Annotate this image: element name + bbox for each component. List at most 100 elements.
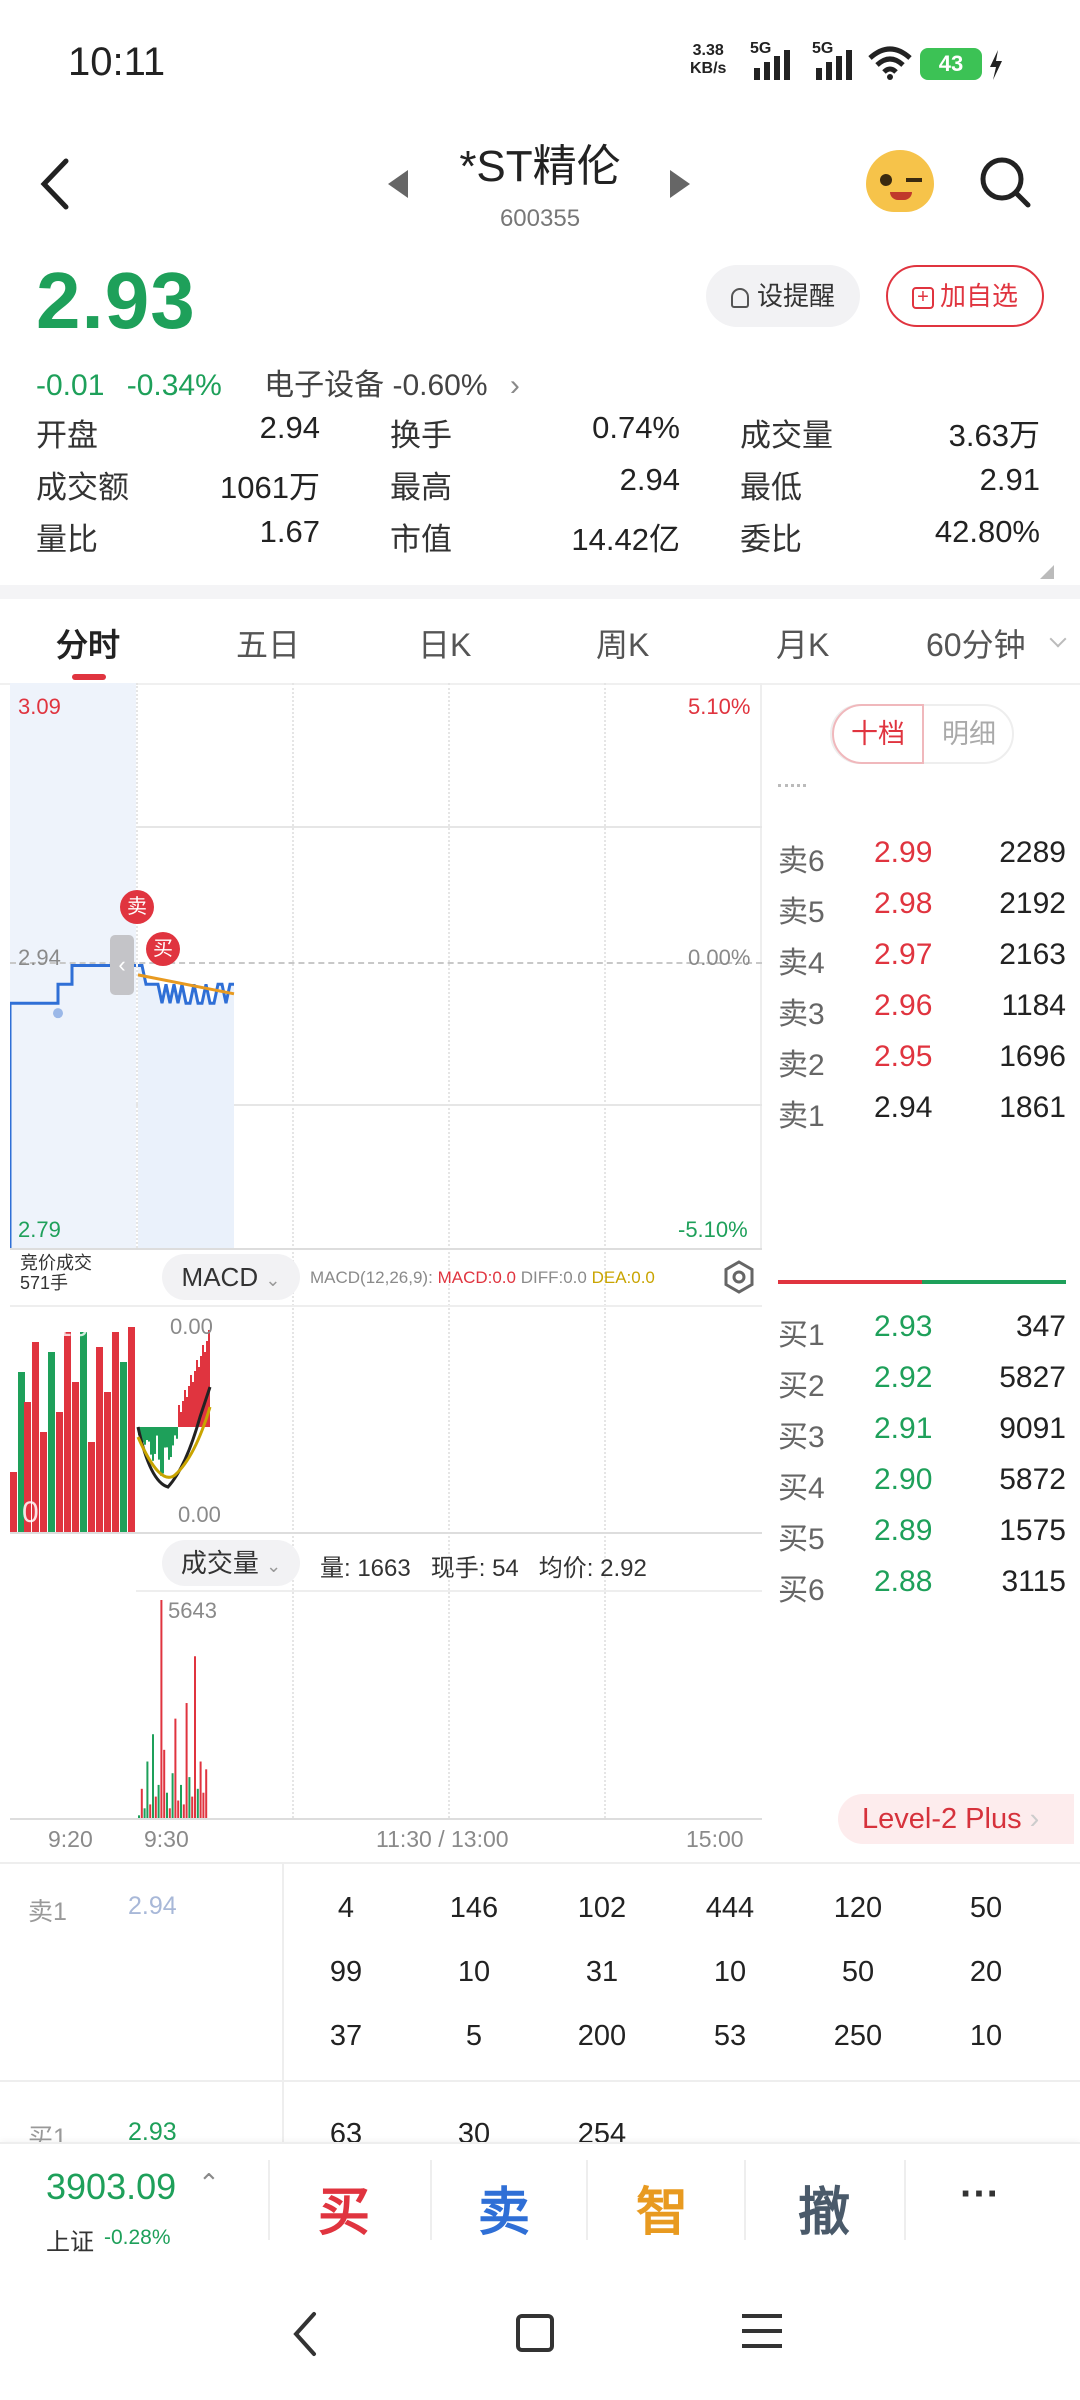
chart-divider bbox=[10, 1532, 762, 1534]
vgrid bbox=[604, 683, 606, 1818]
macd-bar bbox=[182, 1401, 184, 1427]
sell-button[interactable]: 卖 bbox=[478, 2184, 531, 2242]
volume-bar bbox=[174, 1718, 177, 1820]
macd-bar bbox=[152, 1427, 154, 1461]
buy-button[interactable]: 买 bbox=[318, 2184, 371, 2242]
mascot-icon[interactable] bbox=[866, 150, 934, 212]
volume-bar bbox=[171, 1773, 174, 1820]
queue-sell-label: 卖1 bbox=[28, 1898, 67, 1926]
orderbook-price[interactable]: 2.97 bbox=[874, 938, 933, 971]
queue-order-size: 20 bbox=[969, 1956, 1003, 1988]
orderbook-price[interactable]: 2.96 bbox=[874, 989, 933, 1022]
volume-bar bbox=[154, 1796, 157, 1820]
expand-corner-icon[interactable] bbox=[1040, 565, 1054, 579]
orderbook-level-label: 买3 bbox=[778, 1421, 825, 1454]
vgrid bbox=[136, 683, 138, 1248]
tab-5[interactable]: 60分钟 bbox=[926, 627, 1026, 663]
index-value[interactable]: 3903.09 bbox=[46, 2166, 177, 2207]
macd-bar bbox=[160, 1427, 162, 1476]
intraday-price-chart[interactable] bbox=[10, 683, 762, 1248]
orderbook-level-label: 卖2 bbox=[778, 1049, 825, 1082]
settings-icon[interactable] bbox=[722, 1260, 756, 1294]
volume-bar bbox=[180, 1784, 182, 1820]
stat-value: 0.74% bbox=[592, 410, 680, 445]
queue-order-size: 50 bbox=[969, 1892, 1003, 1924]
orderbook-price[interactable]: 2.92 bbox=[874, 1361, 933, 1394]
section-divider bbox=[0, 2080, 1080, 2082]
price-change: -0.01 bbox=[36, 369, 105, 402]
macd-selector[interactable]: MACD ⌄ bbox=[162, 1254, 300, 1300]
percent-change: -0.34% bbox=[126, 369, 222, 402]
auction-macd-bar bbox=[128, 1327, 135, 1532]
orderbook-price[interactable]: 2.90 bbox=[874, 1463, 933, 1496]
tab-3[interactable]: 周K bbox=[596, 627, 650, 663]
search-icon[interactable] bbox=[978, 155, 1034, 211]
level2-badge[interactable]: Level-2 Plus › bbox=[838, 1794, 1074, 1844]
tab-4[interactable]: 月K bbox=[776, 627, 830, 663]
orderbook-price[interactable]: 2.98 bbox=[874, 887, 933, 920]
prev-stock-icon[interactable] bbox=[388, 170, 408, 198]
tab-0[interactable]: 分时 bbox=[56, 627, 121, 663]
tab-indicator bbox=[72, 674, 106, 680]
action-divider bbox=[586, 2160, 588, 2240]
macd-bar bbox=[206, 1341, 208, 1427]
set-alert-button[interactable]: 设提醒 bbox=[706, 265, 860, 327]
auction-macd-bar bbox=[112, 1332, 119, 1532]
price-area bbox=[138, 965, 234, 1248]
volume-bar bbox=[157, 1784, 160, 1820]
macd-bar bbox=[162, 1427, 164, 1474]
volume-bar bbox=[163, 1749, 166, 1820]
orderbook-level-label: 卖3 bbox=[778, 998, 825, 1031]
macd-bar bbox=[208, 1330, 210, 1427]
orderbook-level-label: 卖5 bbox=[778, 896, 825, 929]
queue-order-size: 50 bbox=[841, 1956, 875, 1988]
orderbook-price[interactable]: 2.99 bbox=[874, 836, 933, 869]
macd-bar bbox=[176, 1427, 178, 1439]
wifi-icon bbox=[868, 46, 912, 80]
cancel-order-button[interactable]: 撤 bbox=[798, 2184, 851, 2242]
volume-info: 量: 1663 现手: 54 均价: 2.92 bbox=[320, 1555, 647, 1582]
stat-value: 1061万 bbox=[220, 470, 320, 505]
queue-order-size: 102 bbox=[577, 1892, 627, 1924]
next-stock-icon[interactable] bbox=[670, 170, 690, 198]
tab-details[interactable]: 明细 bbox=[942, 719, 996, 749]
add-watchlist-button[interactable]: + 加自选 bbox=[886, 265, 1044, 327]
volume-selector[interactable]: 成交量 ⌄ bbox=[162, 1540, 300, 1586]
orderbook-volume: 2192 bbox=[999, 887, 1066, 920]
auction-point bbox=[53, 1008, 63, 1019]
sector-link[interactable]: 电子设备 -0.60% bbox=[264, 369, 488, 402]
back-icon[interactable] bbox=[36, 155, 76, 213]
orderbook-price[interactable]: 2.93 bbox=[874, 1310, 933, 1343]
smart-button[interactable]: 智 bbox=[636, 2184, 689, 2242]
spread-bar bbox=[778, 1280, 1066, 1284]
auction-macd-bar bbox=[72, 1382, 79, 1532]
buy-marker[interactable]: 买 bbox=[146, 932, 180, 966]
nav-menu-icon[interactable] bbox=[742, 2314, 782, 2348]
tab-1[interactable]: 五日 bbox=[236, 627, 301, 663]
stock-code: 600355 bbox=[499, 205, 581, 232]
queue-divider bbox=[282, 1862, 284, 2142]
tab-ten-levels[interactable]: 十档 bbox=[832, 704, 924, 764]
volume-bar bbox=[205, 1769, 208, 1820]
stat-value: 2.91 bbox=[979, 462, 1040, 497]
orderbook-price[interactable]: 2.89 bbox=[874, 1514, 933, 1547]
macd-info: MACD(12,26,9): MACD:0.0 DIFF:0.0 DEA:0.0 bbox=[310, 1268, 655, 1287]
auction-macd-bar bbox=[88, 1442, 95, 1532]
tab-2[interactable]: 日K bbox=[418, 627, 472, 663]
sell-marker[interactable]: 卖 bbox=[120, 890, 154, 924]
nav-home-icon[interactable] bbox=[516, 2314, 554, 2352]
orderbook-price[interactable]: 2.91 bbox=[874, 1412, 933, 1445]
collapse-handle[interactable]: ‹ bbox=[110, 935, 134, 995]
nav-back-icon[interactable] bbox=[290, 2310, 320, 2358]
orderbook-volume: 1575 bbox=[999, 1514, 1066, 1547]
orderbook-price[interactable]: 2.94 bbox=[874, 1091, 933, 1124]
orderbook-price[interactable]: 2.88 bbox=[874, 1565, 933, 1598]
orderbook-volume: 347 bbox=[1015, 1310, 1066, 1343]
chart-divider bbox=[10, 1305, 762, 1307]
macd-bottom-label: 0.00 bbox=[178, 1502, 221, 1527]
macd-bar bbox=[178, 1405, 180, 1427]
change-row: -0.01 -0.34% 电子设备 -0.60% › bbox=[36, 360, 534, 404]
more-button[interactable]: ··· bbox=[960, 2172, 1000, 2216]
chevron-down-icon[interactable] bbox=[1049, 630, 1067, 648]
orderbook-price[interactable]: 2.95 bbox=[874, 1040, 933, 1073]
